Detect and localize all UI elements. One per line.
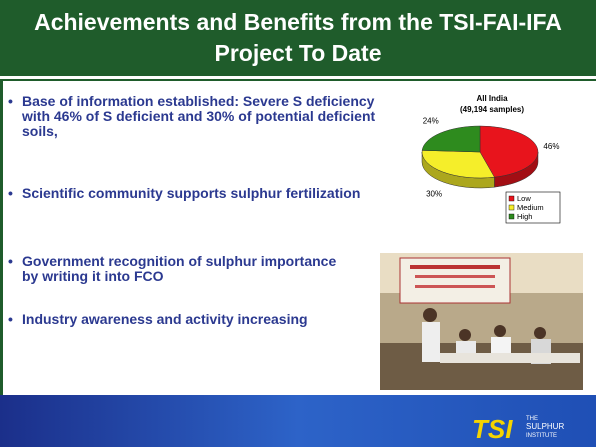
legend-label: High (517, 212, 532, 221)
bullet: • Industry awareness and activity increas… (8, 311, 308, 327)
bullet: • Base of information established: Severe… (8, 93, 376, 139)
legend-box (505, 191, 561, 224)
data-label: 30% (426, 189, 442, 198)
bullet-text: Industry awareness and activity increasi… (22, 311, 308, 327)
pie-slice (479, 125, 539, 178)
data-label: 46% (543, 142, 559, 151)
footer (0, 395, 596, 447)
header: Achievements and Benefits from the TSI-F… (0, 0, 596, 79)
pie-slice (421, 125, 481, 153)
legend-swatch (508, 204, 515, 211)
bullet-text: Government recognition of sulphur import… (22, 253, 337, 284)
pie-chart: All India (49,194 samples) 46% 30% 24% LowM… (421, 94, 561, 224)
title: Achievements and Benefits from the TSI-F… (34, 9, 562, 66)
logo-tagline: INSTITUTE (526, 433, 557, 439)
legend-label: Low (517, 194, 531, 203)
photo (380, 253, 583, 390)
logo-tagline: SULPHUR (526, 422, 564, 431)
bullet: • Scientific community supports sulphur f… (8, 185, 361, 201)
legend-swatch (508, 213, 515, 220)
logo: TSI THE SULPHUR INSTITUTE (472, 414, 564, 444)
logo-tagline: THE (526, 416, 538, 422)
legend-label: Medium (517, 203, 544, 212)
left-rule (0, 80, 3, 395)
logo-text: TSI (472, 414, 513, 444)
bullet-text: Scientific community supports sulphur fe… (22, 185, 361, 201)
chart-subtitle: (49,194 samples) (460, 105, 524, 114)
pie-slice (421, 150, 495, 179)
bullet: • Government recognition of sulphur impor… (8, 253, 337, 284)
chart-title: All India (476, 94, 508, 103)
legend-swatch (508, 195, 515, 202)
bullet-text: Base of information established: Severe … (22, 93, 376, 139)
data-label: 24% (423, 116, 439, 125)
